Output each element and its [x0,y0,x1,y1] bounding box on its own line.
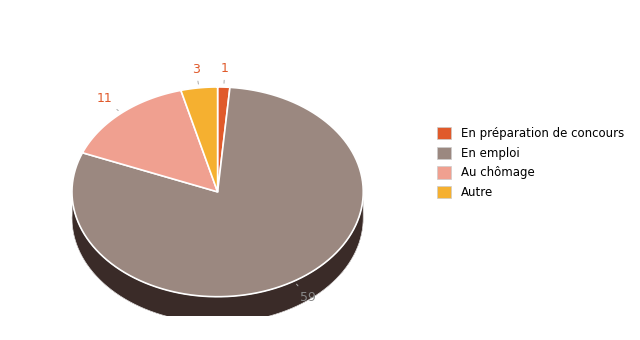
Text: 59: 59 [296,284,316,304]
Polygon shape [83,90,218,192]
Legend: En préparation de concours, En emploi, Au chômage, Autre: En préparation de concours, En emploi, A… [434,124,628,203]
Text: 1: 1 [221,62,229,83]
Polygon shape [72,87,364,297]
Polygon shape [72,187,364,323]
Text: 3: 3 [192,63,200,84]
Polygon shape [181,87,218,192]
Polygon shape [218,87,230,192]
Ellipse shape [72,113,364,323]
Text: 11: 11 [96,92,118,110]
Polygon shape [72,187,364,323]
